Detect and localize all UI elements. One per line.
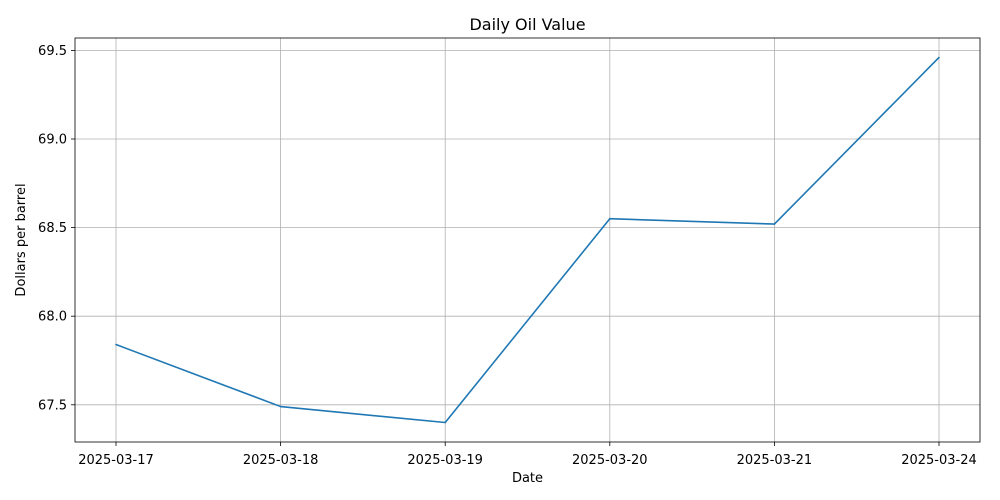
y-axis-label: Dollars per barrel — [14, 183, 29, 296]
data-point — [444, 421, 447, 424]
data-point — [609, 217, 611, 220]
x-tick-label: 2025-03-21 — [737, 453, 813, 468]
x-tick-label: 2025-03-20 — [572, 453, 648, 468]
y-tick-label: 68.0 — [38, 310, 67, 325]
x-tick-label: 2025-03-19 — [407, 453, 483, 468]
series-line — [115, 56, 940, 424]
data-point — [938, 56, 940, 59]
x-tick-label: 2025-03-18 — [243, 453, 319, 468]
y-axis: 67.5 68.0 68.5 69.0 69.5 — [38, 44, 75, 413]
y-tick-label: 67.5 — [38, 398, 67, 413]
y-tick-label: 68.5 — [38, 221, 67, 236]
plot-frame — [74, 37, 981, 443]
x-tick-label: 2025-03-17 — [78, 453, 154, 468]
x-axis-label: Date — [512, 471, 543, 486]
x-tick-label: 2025-03-24 — [901, 453, 977, 468]
y-tick-label: 69.0 — [38, 133, 67, 148]
chart-title: Daily Oil Value — [469, 15, 585, 34]
data-point — [773, 223, 776, 225]
y-tick-label: 69.5 — [38, 44, 67, 59]
x-axis: 2025-03-17 2025-03-18 2025-03-19 2025-03-20… — [78, 442, 977, 468]
data-point — [279, 405, 282, 408]
series-layer — [115, 56, 940, 424]
grid — [75, 38, 980, 442]
data-point — [115, 343, 117, 346]
